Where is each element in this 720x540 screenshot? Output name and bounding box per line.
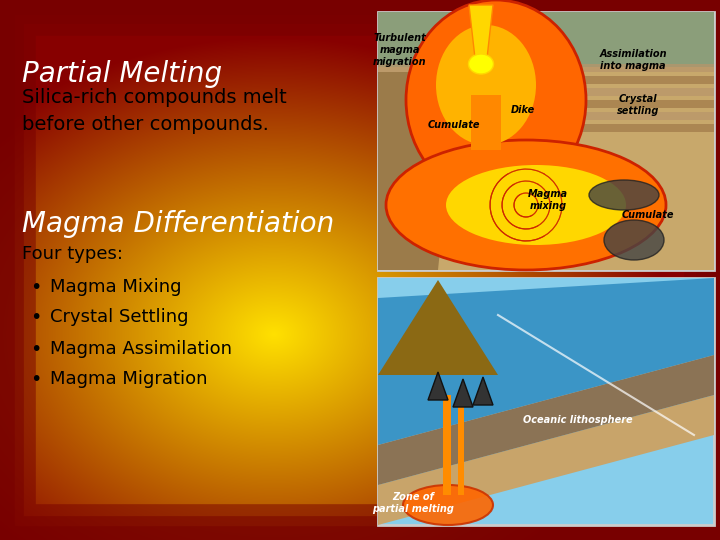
Text: Dike: Dike (511, 105, 535, 115)
Ellipse shape (386, 140, 666, 270)
Text: Crystal
settling: Crystal settling (617, 94, 660, 116)
Text: Oceanic lithosphere: Oceanic lithosphere (523, 415, 633, 425)
FancyBboxPatch shape (378, 12, 714, 67)
Polygon shape (378, 280, 498, 375)
Text: Four types:: Four types: (22, 245, 123, 263)
FancyBboxPatch shape (378, 278, 714, 395)
Text: •: • (30, 278, 41, 297)
FancyBboxPatch shape (378, 278, 714, 525)
Text: Magma Differentiation: Magma Differentiation (22, 210, 334, 238)
FancyBboxPatch shape (378, 64, 714, 72)
FancyBboxPatch shape (443, 395, 451, 495)
FancyBboxPatch shape (378, 100, 714, 108)
Text: •: • (30, 340, 41, 359)
Text: Magma Mixing: Magma Mixing (50, 278, 181, 296)
Polygon shape (473, 377, 493, 405)
Text: Cumulate: Cumulate (428, 120, 480, 130)
Text: •: • (30, 308, 41, 327)
Ellipse shape (604, 220, 664, 260)
Ellipse shape (469, 54, 493, 74)
FancyBboxPatch shape (378, 112, 714, 120)
Polygon shape (378, 355, 714, 485)
Ellipse shape (406, 0, 586, 200)
FancyBboxPatch shape (378, 12, 714, 270)
Ellipse shape (589, 180, 659, 210)
Polygon shape (428, 372, 448, 400)
Text: Assimilation
into magma: Assimilation into magma (599, 49, 667, 71)
FancyBboxPatch shape (458, 395, 464, 495)
FancyBboxPatch shape (471, 95, 501, 150)
Text: Partial Melting: Partial Melting (22, 60, 222, 88)
Text: Crystal Settling: Crystal Settling (50, 308, 189, 326)
Ellipse shape (436, 25, 536, 145)
Text: Magma Migration: Magma Migration (50, 370, 207, 388)
Text: Turbulent
magma
migration: Turbulent magma migration (373, 33, 427, 66)
FancyBboxPatch shape (378, 88, 714, 96)
Ellipse shape (446, 165, 626, 245)
Ellipse shape (403, 485, 493, 525)
Text: •: • (30, 370, 41, 389)
Text: Cumulate: Cumulate (622, 210, 674, 220)
Text: Zone of
partial melting: Zone of partial melting (372, 492, 454, 514)
Text: Magma
mixing: Magma mixing (528, 189, 568, 211)
FancyBboxPatch shape (378, 12, 714, 270)
Polygon shape (378, 278, 714, 445)
FancyBboxPatch shape (378, 124, 714, 132)
Text: Silica-rich compounds melt
before other compounds.: Silica-rich compounds melt before other … (22, 88, 287, 133)
Polygon shape (378, 72, 458, 270)
Text: Magma Assimilation: Magma Assimilation (50, 340, 232, 358)
FancyBboxPatch shape (378, 76, 714, 84)
Polygon shape (378, 395, 714, 525)
Polygon shape (469, 5, 493, 67)
Polygon shape (453, 379, 473, 407)
